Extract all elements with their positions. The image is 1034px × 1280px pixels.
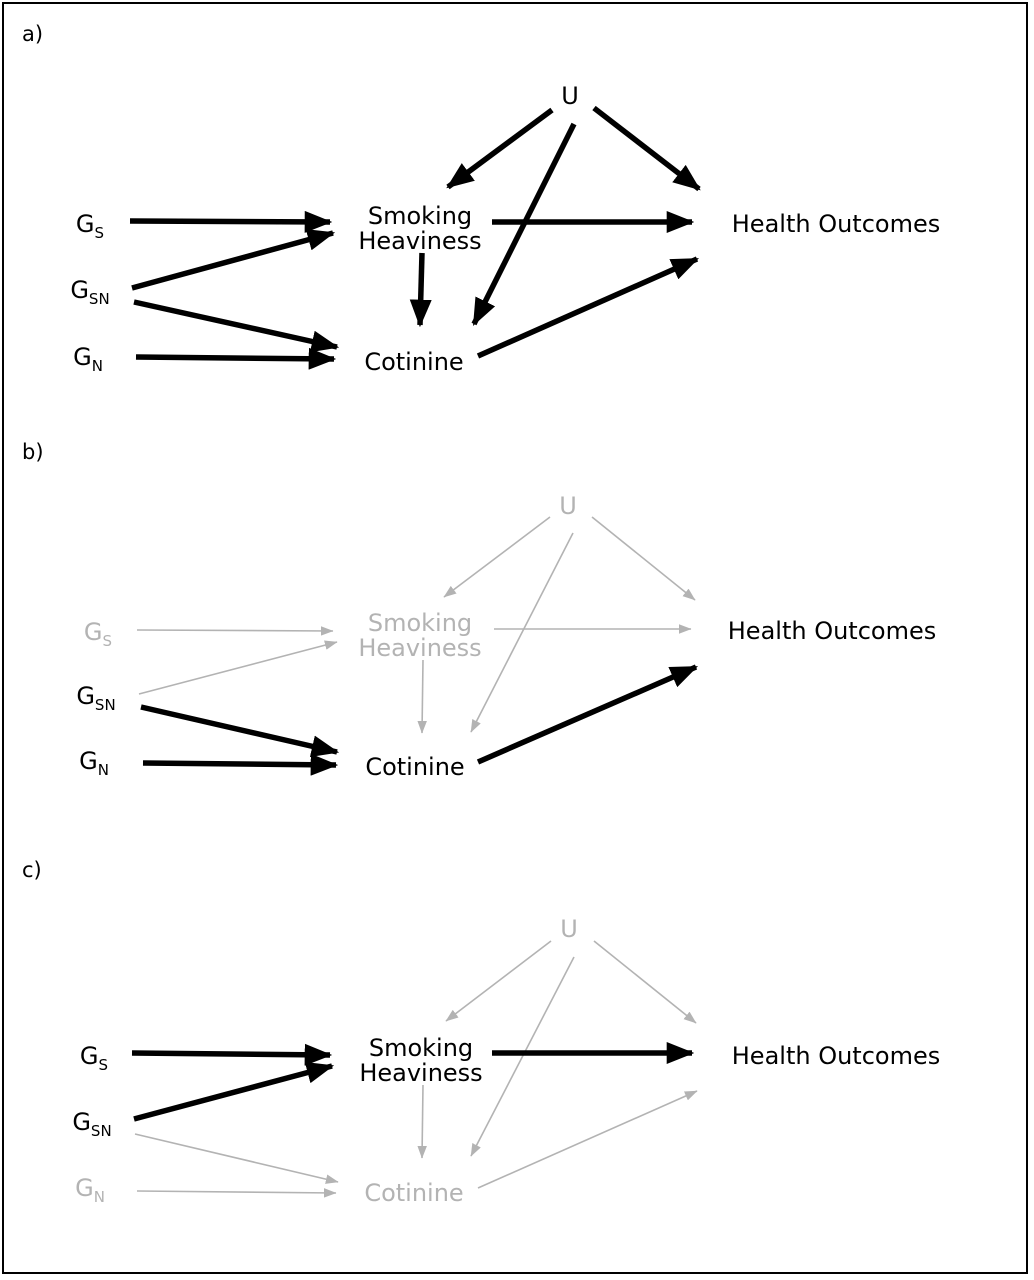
panel-b-node-gn: GN — [79, 747, 109, 779]
panel-c-edge-u-to-sh — [445, 940, 552, 1022]
panel-a-edges — [129, 105, 701, 370]
panel-b-edge-u-to-cot — [470, 532, 574, 733]
panel-c-edge-sh-to-cot — [417, 1084, 427, 1159]
panel-b-edges — [136, 516, 699, 776]
panel-a-node-cotinine: Cotinine — [364, 348, 464, 376]
panel-a-edge-u-to-ho — [592, 105, 701, 192]
panel-b-node-gs: GS — [83, 618, 113, 650]
panel-c-edge-gsn-to-sh — [133, 1061, 335, 1122]
panel-b-node-cotinine: Cotinine — [365, 753, 465, 781]
panel-b-node-u: U — [559, 492, 577, 520]
panel-a-node-smoking-heaviness: Smoking Heaviness — [358, 202, 482, 255]
panel-c-edges — [131, 940, 698, 1198]
panel-c-node-health-outcomes: Health Outcomes — [731, 1042, 941, 1070]
panel-b-edge-u-to-sh — [443, 516, 551, 598]
panel-a-node-gs: GS — [75, 210, 105, 242]
panel-c-edge-gs-to-sh — [131, 1043, 333, 1066]
panel-c-edge-gn-to-cot — [136, 1188, 337, 1198]
panel-b-node-health-outcomes: Health Outcomes — [727, 617, 937, 645]
panel-c-edge-gsn-to-cot — [134, 1133, 339, 1184]
panel-a-edge-gn-to-cot — [135, 347, 337, 370]
panel-a-edge-u-to-sh — [446, 107, 554, 190]
panel-a-edge-gsn-to-cot — [133, 299, 340, 353]
panel-c-node-smoking-heaviness: Smoking Heaviness — [359, 1034, 483, 1087]
panel-c-node-u: U — [560, 915, 578, 943]
panel-a-edge-gsn-to-sh — [131, 229, 336, 291]
panel-a-node-health-outcomes: Health Outcomes — [731, 210, 941, 238]
panel-b-edge-gsn-to-sh — [138, 640, 338, 695]
panel-b-edge-sh-to-cot — [417, 659, 427, 734]
panel-c-edge-cot-to-ho — [477, 1090, 698, 1189]
panel-c-node-gs: GS — [79, 1042, 109, 1074]
panel-c-node-cotinine: Cotinine — [364, 1179, 464, 1207]
panel-a-edge-cot-to-ho — [476, 256, 700, 359]
panel-a-label: a) — [22, 22, 44, 46]
panel-c-edge-u-to-cot — [470, 956, 575, 1157]
panel-c-edge-u-to-ho — [593, 940, 697, 1024]
panel-b-edge-gn-to-cot — [142, 753, 339, 776]
panel-b-edge-cot-to-ho — [476, 664, 699, 765]
panel-c-node-gsn: GSN — [72, 1108, 112, 1140]
panel-b-edge-gs-to-sh — [136, 626, 334, 636]
panel-b-edge-gsn-to-cot — [140, 704, 340, 758]
panel-c-node-gn: GN — [75, 1174, 105, 1206]
panel-b-label: b) — [22, 440, 44, 464]
panel-a-edge-gs-to-sh — [129, 210, 333, 233]
panel-b-node-smoking-heaviness: Smoking Heaviness — [358, 609, 482, 662]
panel-b-edge-u-to-ho — [591, 516, 696, 601]
panel-a-node-gn: GN — [73, 343, 103, 375]
panel-a-node-u: U — [561, 82, 579, 110]
panel-b-node-gsn: GSN — [76, 682, 116, 714]
panel-a-node-gsn: GSN — [70, 276, 110, 308]
panel-c-label: c) — [22, 858, 42, 882]
panel-a-edge-sh-to-cot — [409, 252, 432, 328]
